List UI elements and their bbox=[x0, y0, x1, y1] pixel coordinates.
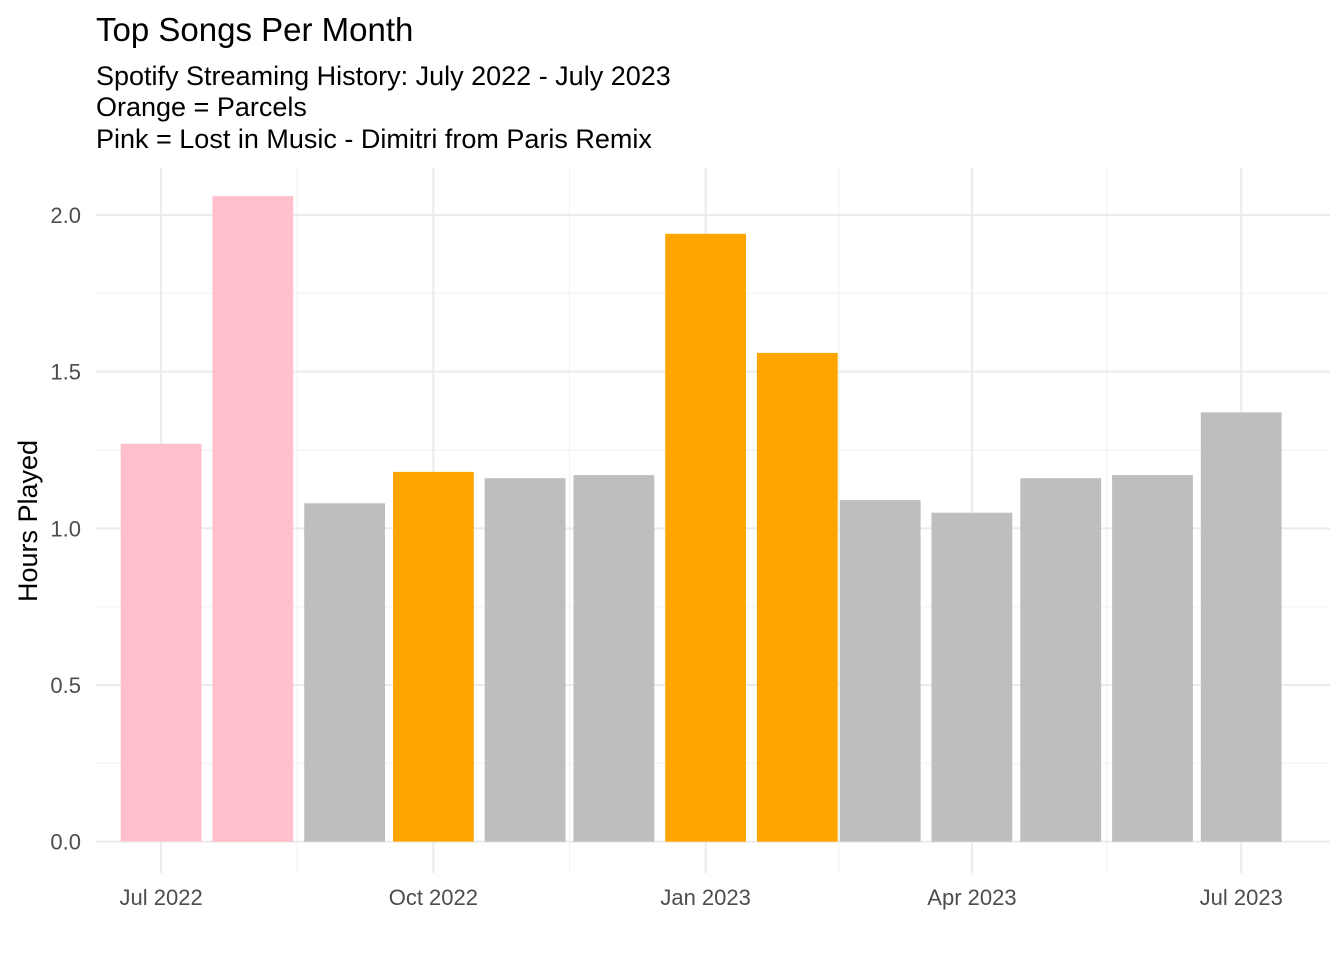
chart-subtitle-line-1: Spotify Streaming History: July 2022 - J… bbox=[96, 61, 671, 91]
x-tick-label: Jul 2022 bbox=[120, 885, 203, 910]
y-tick-label: 0.5 bbox=[50, 673, 81, 698]
y-tick-label: 0.0 bbox=[50, 830, 81, 855]
bar-2023-02 bbox=[756, 352, 838, 842]
x-axis-tick-labels: Jul 2022 Oct 2022 Jan 2023 Apr 2023 Jul 2023 bbox=[120, 885, 1283, 910]
y-axis-title: Hours Played bbox=[13, 440, 43, 602]
bar-2023-01 bbox=[665, 233, 746, 842]
bar-2022-10 bbox=[393, 471, 474, 842]
x-tick-label: Jul 2023 bbox=[1200, 885, 1283, 910]
chart-subtitle-line-3: Pink = Lost in Music - Dimitri from Pari… bbox=[96, 124, 652, 154]
bar-2022-09 bbox=[304, 503, 385, 842]
x-tick-label: Apr 2023 bbox=[927, 885, 1016, 910]
bars bbox=[120, 196, 1282, 842]
chart-title: Top Songs Per Month bbox=[96, 11, 413, 48]
bar-2023-07 bbox=[1200, 412, 1282, 842]
bar-2022-07 bbox=[120, 443, 202, 842]
bar-2022-12 bbox=[573, 475, 655, 842]
x-tick-label: Oct 2022 bbox=[389, 885, 478, 910]
bar-2023-05 bbox=[1020, 478, 1102, 842]
y-axis-tick-labels: 0.0 0.5 1.0 1.5 2.0 bbox=[50, 203, 81, 855]
bar-2023-03 bbox=[839, 500, 921, 842]
y-tick-label: 2.0 bbox=[50, 203, 81, 228]
chart-subtitle-line-2: Orange = Parcels bbox=[96, 92, 307, 122]
bar-2022-08 bbox=[212, 196, 294, 842]
x-tick-label: Jan 2023 bbox=[660, 885, 751, 910]
bar-2023-04 bbox=[931, 512, 1013, 842]
bar-2023-06 bbox=[1112, 475, 1193, 842]
bar-2022-11 bbox=[484, 478, 566, 842]
y-tick-label: 1.0 bbox=[50, 516, 81, 541]
y-tick-label: 1.5 bbox=[50, 360, 81, 385]
